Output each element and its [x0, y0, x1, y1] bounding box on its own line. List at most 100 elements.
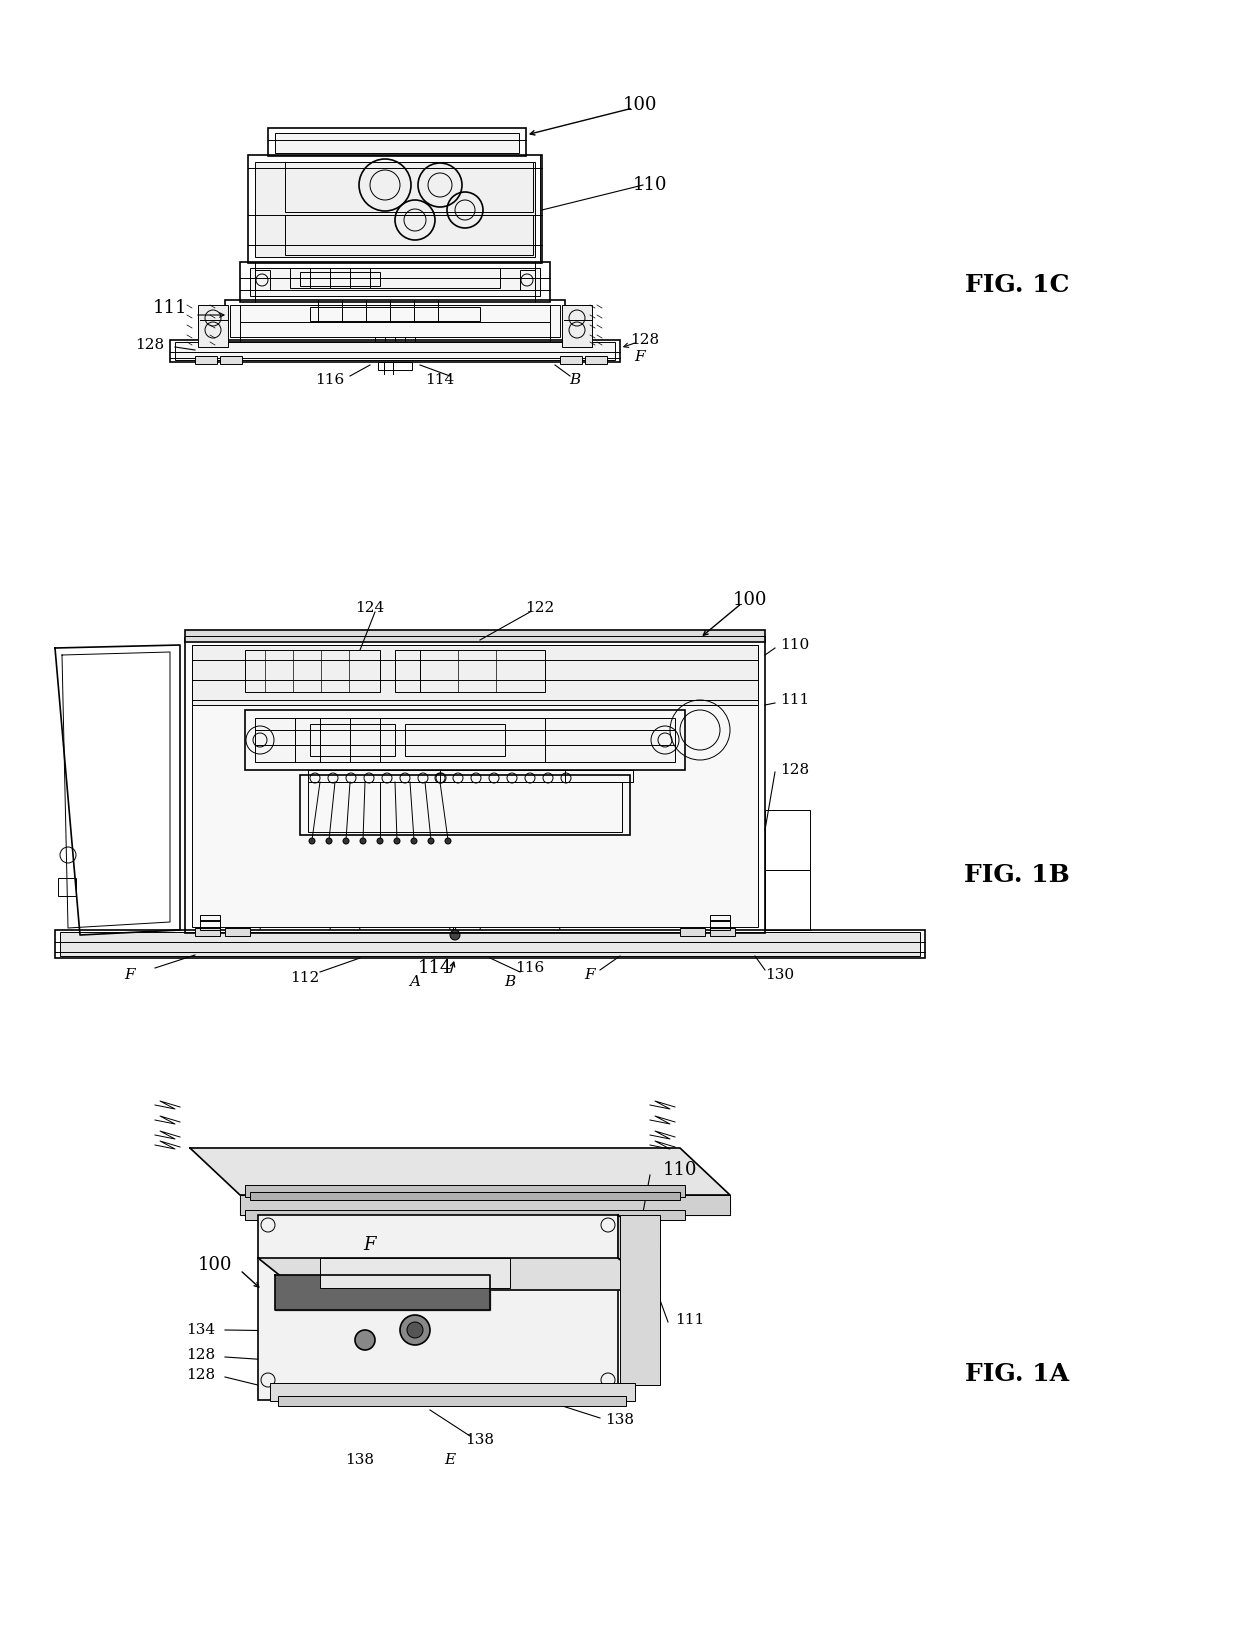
- Text: 111: 111: [676, 1314, 704, 1327]
- Text: F: F: [363, 1236, 376, 1254]
- Circle shape: [326, 837, 332, 844]
- Bar: [765, 870, 810, 930]
- Bar: [175, 341, 615, 359]
- Text: A: A: [409, 976, 420, 989]
- Bar: [275, 133, 520, 153]
- Text: 128: 128: [780, 763, 810, 777]
- Bar: [300, 272, 379, 286]
- Polygon shape: [190, 1148, 730, 1195]
- Text: 128: 128: [630, 333, 660, 346]
- Circle shape: [360, 837, 366, 844]
- Text: 116: 116: [315, 372, 345, 387]
- Text: 122: 122: [526, 602, 554, 615]
- Circle shape: [445, 837, 451, 844]
- Text: 100: 100: [197, 1255, 232, 1275]
- Text: FIG. 1C: FIG. 1C: [965, 273, 1069, 296]
- Bar: [268, 128, 526, 156]
- Bar: [255, 719, 675, 763]
- Text: F: F: [125, 967, 135, 982]
- Circle shape: [394, 837, 401, 844]
- Bar: [520, 270, 534, 289]
- Text: 130: 130: [765, 967, 795, 982]
- Circle shape: [410, 837, 417, 844]
- Bar: [250, 1192, 680, 1200]
- Bar: [285, 163, 533, 211]
- Bar: [711, 920, 730, 930]
- Bar: [255, 163, 534, 257]
- Text: 128: 128: [186, 1348, 215, 1363]
- Bar: [192, 646, 758, 706]
- Circle shape: [450, 930, 460, 940]
- Text: 138: 138: [465, 1433, 495, 1447]
- Bar: [219, 356, 242, 364]
- Text: 116: 116: [516, 961, 544, 976]
- Bar: [55, 930, 925, 958]
- Bar: [765, 810, 810, 870]
- Bar: [680, 928, 706, 937]
- Bar: [246, 1210, 684, 1220]
- Bar: [224, 928, 250, 937]
- Circle shape: [309, 837, 315, 844]
- Text: 114: 114: [418, 959, 453, 977]
- Bar: [170, 340, 620, 363]
- Circle shape: [355, 1330, 374, 1350]
- Text: E: E: [444, 1454, 455, 1467]
- Bar: [300, 776, 630, 836]
- Bar: [185, 637, 765, 933]
- Circle shape: [407, 1322, 423, 1338]
- Bar: [246, 711, 684, 771]
- Bar: [229, 306, 560, 337]
- Bar: [195, 356, 217, 364]
- Bar: [192, 646, 758, 927]
- Bar: [440, 771, 565, 782]
- Bar: [200, 920, 219, 930]
- Text: F: F: [585, 967, 595, 982]
- Polygon shape: [275, 1275, 490, 1311]
- Bar: [224, 301, 565, 341]
- Bar: [396, 650, 546, 693]
- Text: 138: 138: [605, 1413, 635, 1428]
- Bar: [250, 268, 539, 296]
- Text: 111: 111: [153, 299, 187, 317]
- Bar: [198, 306, 228, 346]
- Bar: [290, 268, 500, 288]
- Text: 128: 128: [135, 338, 165, 351]
- Polygon shape: [241, 1195, 730, 1215]
- Polygon shape: [258, 1259, 660, 1289]
- Bar: [241, 262, 551, 302]
- Bar: [310, 307, 480, 320]
- Bar: [711, 928, 735, 937]
- Text: 100: 100: [622, 96, 657, 114]
- Bar: [310, 724, 396, 756]
- Bar: [258, 1215, 618, 1400]
- Text: FIG. 1A: FIG. 1A: [965, 1363, 1069, 1385]
- Circle shape: [428, 837, 434, 844]
- Text: 112: 112: [290, 971, 320, 985]
- Bar: [585, 356, 608, 364]
- Text: 138: 138: [346, 1454, 374, 1467]
- Bar: [60, 932, 920, 956]
- Text: 110: 110: [780, 637, 810, 652]
- Text: 128: 128: [186, 1367, 215, 1382]
- Bar: [58, 878, 76, 896]
- Bar: [200, 915, 219, 920]
- Text: F: F: [635, 350, 645, 364]
- Bar: [562, 306, 591, 346]
- Text: B: B: [569, 372, 580, 387]
- Bar: [246, 650, 379, 693]
- Bar: [711, 915, 730, 920]
- Text: 124: 124: [356, 602, 384, 615]
- Bar: [185, 629, 765, 642]
- Bar: [295, 719, 546, 763]
- Text: FIG. 1B: FIG. 1B: [963, 863, 1070, 886]
- Text: 110: 110: [632, 176, 667, 193]
- Text: 100: 100: [733, 590, 768, 610]
- Text: 134: 134: [186, 1324, 215, 1337]
- Circle shape: [377, 837, 383, 844]
- Text: 114: 114: [425, 372, 455, 387]
- Text: 111: 111: [780, 693, 810, 707]
- Bar: [378, 363, 412, 371]
- Bar: [560, 356, 582, 364]
- Bar: [620, 1215, 660, 1385]
- Polygon shape: [618, 1215, 660, 1289]
